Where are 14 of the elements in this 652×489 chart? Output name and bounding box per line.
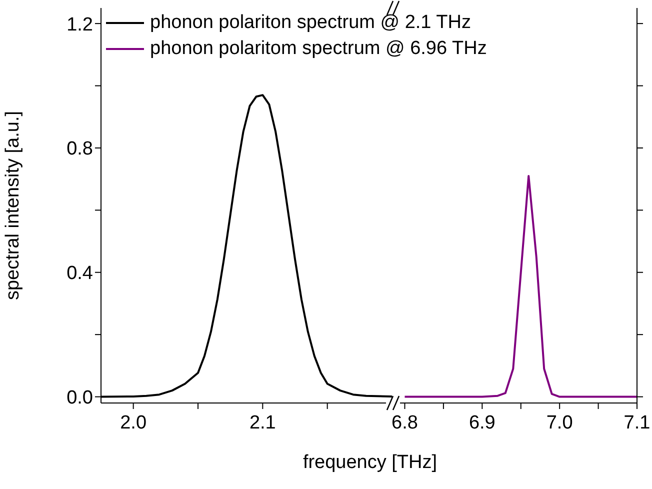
y-axis-title: spectral intensity [a.u.] (2, 110, 24, 300)
x-tick-label: 6.9 (468, 412, 496, 434)
x-tick-label: 7.0 (546, 412, 573, 434)
y-tick-label: 1.2 (66, 14, 93, 36)
y-tick-label: 0.4 (66, 263, 94, 284)
x-tick-label: 6.8 (392, 412, 418, 434)
x-tick-label: 2.0 (120, 412, 147, 434)
legend-label: phonon polariton spectrum @ 2.1 THz (150, 11, 471, 35)
y-tick-label: 0.0 (66, 388, 93, 409)
x-tick-label: 2.1 (249, 412, 276, 434)
y-tick-label: 0.8 (66, 138, 93, 160)
legend-label: phonon polaritom spectrum @ 6.96 THz (150, 37, 487, 61)
x-tick-label: 7.1 (624, 412, 650, 434)
x-axis-title: frequency [THz] (302, 452, 438, 474)
